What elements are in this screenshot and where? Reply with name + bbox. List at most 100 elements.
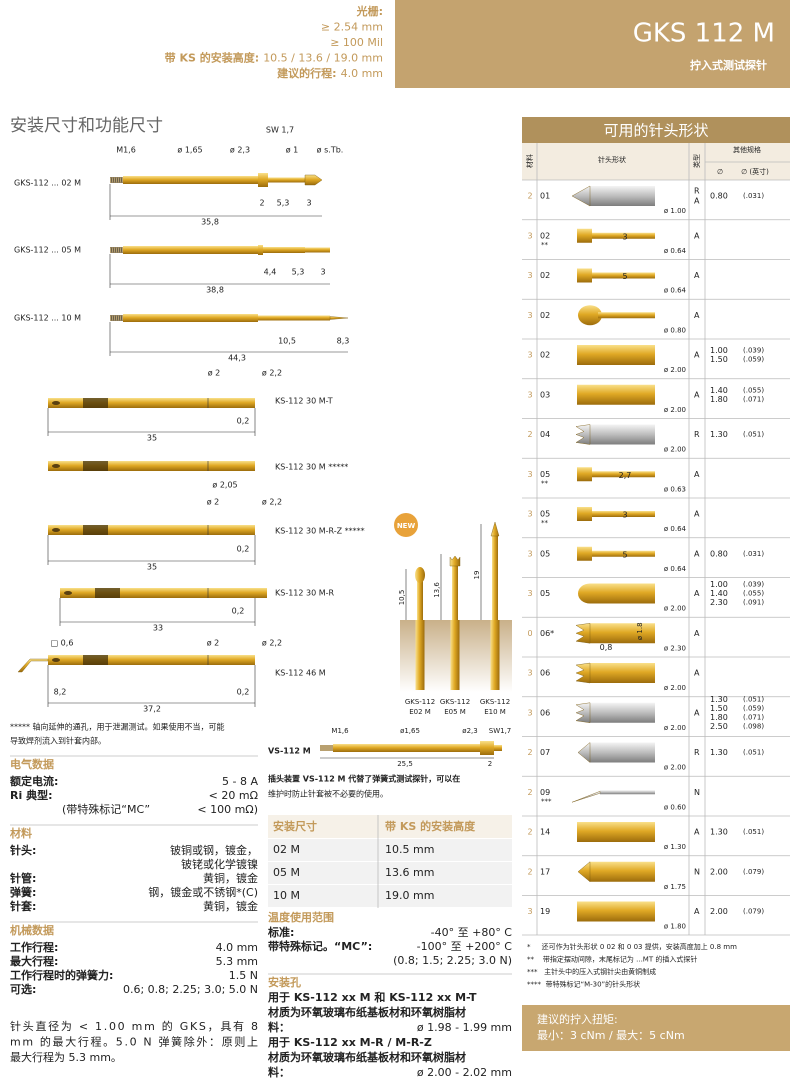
dim-label: ø 2: [208, 369, 221, 378]
material: 3: [527, 589, 532, 598]
spec-value: 5 - 8 A: [222, 775, 258, 788]
receptacle-body: [48, 525, 255, 535]
tip-code: 02: [540, 231, 550, 240]
tip-dim: 2,7: [619, 471, 632, 480]
mount-value: ø 2.00 - 2.02 mm: [417, 1066, 512, 1079]
probe-thread: [110, 315, 123, 321]
col-header: ∅: [717, 168, 723, 176]
header-spec: 光栅:: [356, 4, 383, 18]
spec-value: ≥ 2.54 mm: [321, 21, 383, 34]
tip-shaft: [592, 550, 655, 557]
tip-spec: 1.40: [710, 589, 728, 598]
receptacle-label: KS-112 30 M *****: [275, 463, 348, 472]
plug-caption: 插头装置 VS-112 M 代替了弹簧式测试探针，可以在: [268, 774, 460, 784]
col-header: 其他规格: [733, 145, 761, 154]
tip-spec: 2.30: [710, 598, 728, 607]
tip-diameter: ø 1.75: [664, 883, 686, 891]
spec-label: 工作行程:: [10, 940, 58, 954]
height-dim: 10,5: [398, 590, 406, 606]
dim-label: ø 2,2: [262, 639, 282, 648]
spec-value: 4.0 mm: [216, 941, 258, 954]
receptacle-hole: [64, 591, 72, 595]
probe-tip: [305, 247, 330, 253]
tip-inch: (.071): [743, 713, 764, 721]
spec-note: (带特殊标记“MC”: [62, 802, 150, 816]
dim-label: 0,2: [237, 417, 250, 426]
tip-head: [577, 861, 591, 883]
dim-label: 25,5: [397, 760, 413, 768]
tip-diameter: ø 0.63: [664, 485, 686, 493]
receptacle-body: [48, 398, 255, 408]
receptacle-vertical: [450, 620, 460, 690]
product-title: GKS 112 M: [633, 19, 775, 49]
col-header: 类型: [692, 154, 701, 168]
tip-body: [590, 186, 655, 206]
table-cell: 05 M: [273, 866, 300, 879]
temp-label: 标准:: [267, 925, 294, 939]
footnote: ***** 轴向延伸的通孔，用于泄漏测试。如果使用不当，可能: [10, 722, 225, 732]
torque-text: 最小：3 cNm / 最大：5 cNm: [537, 1028, 685, 1042]
tip-head: [577, 901, 590, 922]
tip-type: A: [694, 311, 700, 320]
table-cell: 13.6 mm: [385, 866, 434, 879]
tip-diameter: ø 0.60: [664, 803, 686, 811]
dim-label: 8,2: [54, 688, 67, 697]
probe-body: [123, 176, 258, 184]
tip-code: 05: [540, 470, 550, 479]
tip-inch: (.079): [743, 868, 764, 876]
height-caption: E10 M: [484, 708, 506, 716]
spec-value: 0.6; 0.8; 2.25; 3.0; 5.0 N: [123, 983, 258, 996]
mount-for: 用于 KS-112 xx M 和 KS-112 xx M-T: [268, 990, 477, 1004]
tip-spec: 1.50: [710, 355, 728, 364]
material: 2: [527, 828, 532, 837]
tip-head: [571, 790, 601, 803]
dim-label: 2: [259, 199, 264, 208]
thread-line: [110, 176, 113, 184]
spec-value: < 100 mΩ): [197, 803, 258, 816]
tip-spec: 1.00: [710, 346, 728, 355]
tip-head: [575, 623, 591, 644]
receptacle-label: KS-112 30 M-R: [275, 589, 335, 598]
spec-label: 针套:: [10, 899, 36, 913]
tip-dim: 3: [622, 511, 627, 520]
tip-inch: (.031): [743, 550, 764, 558]
tip-type: A: [694, 629, 700, 638]
tip-inch: (.079): [743, 908, 764, 916]
thread-line: [120, 176, 123, 184]
receptacle-band: [83, 461, 108, 471]
tip-spec: 1.30: [710, 695, 728, 704]
tip-head: [577, 546, 592, 561]
temp-label: 带特殊标记。“MC”:: [268, 939, 372, 953]
receptacle-vertical: [415, 620, 425, 690]
header-spec: 建议的行程: 4.0 mm: [277, 66, 383, 80]
tip-diameter: ø 1.80: [664, 923, 686, 931]
tip-dim: 5: [622, 550, 627, 559]
tip-type: A: [694, 351, 700, 360]
receptacle-label: KS-112 46 M: [275, 669, 326, 678]
dim-label: ø 2,3: [230, 146, 250, 155]
dim-label: 0,2: [237, 545, 250, 554]
tip-head: [575, 424, 591, 445]
table-cell: 10 M: [273, 889, 300, 902]
spec-label: Ri 典型:: [10, 788, 52, 802]
probe-plunger: [268, 177, 305, 183]
tip-type: A: [694, 907, 700, 916]
table-title: 可用的针头形状: [603, 122, 708, 140]
tip-type: A: [694, 669, 700, 678]
spec-value: 黄铜，镀金: [203, 871, 258, 885]
spec-value: < 20 mΩ: [209, 789, 258, 802]
dim-label: 2: [488, 760, 492, 768]
thread-line: [110, 314, 113, 322]
section-title: 安装尺寸和功能尺寸: [10, 116, 163, 136]
material: 3: [527, 311, 532, 320]
tip-diameter: ø 2.00: [664, 605, 686, 613]
tip-body: [590, 861, 655, 882]
dim-label: ø1,65: [400, 727, 420, 735]
mount-material: 料：: [268, 1065, 290, 1079]
tip-code: 06*: [540, 629, 554, 638]
spec-label: 可选:: [10, 982, 36, 996]
tip-type: N: [694, 867, 700, 876]
probe-tip: [304, 174, 323, 186]
tip-body: [590, 345, 655, 365]
thread-line: [114, 314, 117, 322]
